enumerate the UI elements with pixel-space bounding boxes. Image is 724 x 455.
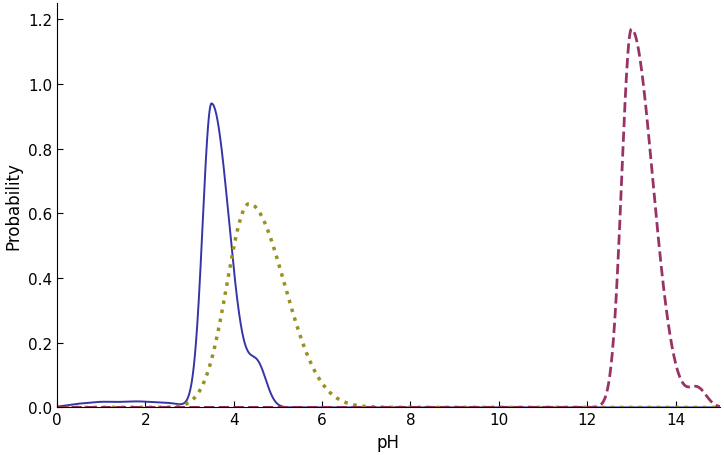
Y-axis label: Probability: Probability [4,162,22,250]
X-axis label: pH: pH [376,433,400,451]
